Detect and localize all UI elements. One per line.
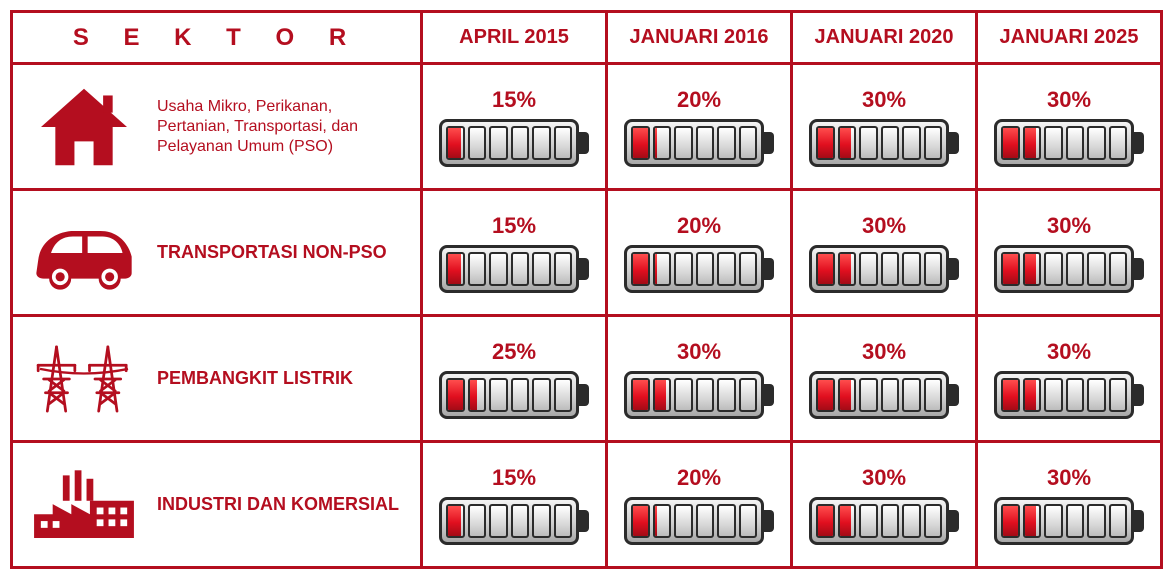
battery-gauge — [439, 371, 589, 419]
table-row: Usaha Mikro, Perikanan, Pertanian, Trans… — [12, 64, 1162, 190]
sector-label: PEMBANGKIT LISTRIK — [157, 367, 353, 390]
percentage-label: 15% — [429, 87, 599, 113]
header-row: S E K T O R APRIL 2015 JANUARI 2016 JANU… — [12, 12, 1162, 64]
percentage-label: 15% — [429, 465, 599, 491]
table-row: PEMBANGKIT LISTRIK 25% 30% 30% 30% — [12, 316, 1162, 442]
percentage-label: 30% — [799, 465, 969, 491]
battery-gauge — [439, 245, 589, 293]
sector-label: Usaha Mikro, Perikanan, Pertanian, Trans… — [157, 97, 404, 157]
value-cell: 30% — [977, 64, 1162, 190]
percentage-label: 15% — [429, 213, 599, 239]
percentage-label: 30% — [799, 87, 969, 113]
header-period-3: JANUARI 2025 — [977, 12, 1162, 64]
value-cell: 30% — [792, 64, 977, 190]
value-cell: 30% — [977, 190, 1162, 316]
battery-gauge — [809, 497, 959, 545]
battery-gauge — [809, 245, 959, 293]
sector-cell: INDUSTRI DAN KOMERSIAL — [12, 442, 422, 568]
percentage-label: 30% — [799, 339, 969, 365]
value-cell: 20% — [607, 64, 792, 190]
battery-gauge — [624, 497, 774, 545]
battery-gauge — [624, 245, 774, 293]
value-cell: 30% — [977, 442, 1162, 568]
percentage-label: 30% — [799, 213, 969, 239]
battery-gauge — [994, 371, 1144, 419]
header-sektor: S E K T O R — [12, 12, 422, 64]
battery-gauge — [994, 497, 1144, 545]
value-cell: 30% — [792, 316, 977, 442]
factory-icon — [29, 460, 139, 550]
value-cell: 20% — [607, 442, 792, 568]
pylons-icon — [29, 334, 139, 424]
percentage-label: 30% — [614, 339, 784, 365]
percentage-label: 30% — [984, 339, 1154, 365]
sector-table: S E K T O R APRIL 2015 JANUARI 2016 JANU… — [10, 10, 1163, 569]
sector-cell: PEMBANGKIT LISTRIK — [12, 316, 422, 442]
car-icon — [29, 208, 139, 298]
sector-cell: Usaha Mikro, Perikanan, Pertanian, Trans… — [12, 64, 422, 190]
battery-gauge — [809, 119, 959, 167]
battery-gauge — [439, 119, 589, 167]
percentage-label: 30% — [984, 465, 1154, 491]
battery-gauge — [994, 119, 1144, 167]
battery-gauge — [624, 371, 774, 419]
battery-gauge — [994, 245, 1144, 293]
percentage-label: 20% — [614, 465, 784, 491]
header-period-0: APRIL 2015 — [422, 12, 607, 64]
percentage-label: 30% — [984, 213, 1154, 239]
value-cell: 30% — [977, 316, 1162, 442]
value-cell: 30% — [607, 316, 792, 442]
header-period-1: JANUARI 2016 — [607, 12, 792, 64]
value-cell: 25% — [422, 316, 607, 442]
percentage-label: 20% — [614, 87, 784, 113]
house-icon — [29, 82, 139, 172]
header-period-2: JANUARI 2020 — [792, 12, 977, 64]
battery-gauge — [624, 119, 774, 167]
sector-cell: TRANSPORTASI NON-PSO — [12, 190, 422, 316]
value-cell: 30% — [792, 190, 977, 316]
value-cell: 30% — [792, 442, 977, 568]
value-cell: 15% — [422, 190, 607, 316]
value-cell: 15% — [422, 64, 607, 190]
value-cell: 20% — [607, 190, 792, 316]
sector-label: INDUSTRI DAN KOMERSIAL — [157, 493, 399, 516]
percentage-label: 20% — [614, 213, 784, 239]
percentage-label: 30% — [984, 87, 1154, 113]
sector-label: TRANSPORTASI NON-PSO — [157, 241, 387, 264]
value-cell: 15% — [422, 442, 607, 568]
battery-gauge — [809, 371, 959, 419]
percentage-label: 25% — [429, 339, 599, 365]
table-row: TRANSPORTASI NON-PSO 15% 20% 30% 30% — [12, 190, 1162, 316]
battery-gauge — [439, 497, 589, 545]
table-row: INDUSTRI DAN KOMERSIAL 15% 20% 30% 30% — [12, 442, 1162, 568]
